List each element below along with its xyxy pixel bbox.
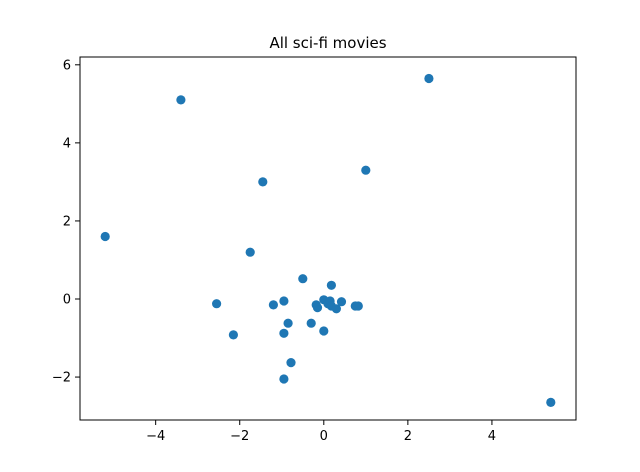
data-point-28: [546, 397, 556, 407]
data-point-25: [336, 297, 347, 307]
x-tick-label: −2: [230, 429, 249, 444]
data-point-5: [245, 247, 255, 257]
y-axis: −2 0 2 4 6: [52, 58, 80, 386]
y-tick-label: 2: [63, 214, 71, 229]
data-point-10: [283, 318, 293, 328]
y-tick-label: 0: [63, 293, 71, 308]
data-point-11: [279, 328, 289, 338]
data-point-3: [258, 177, 268, 187]
data-point-8: [268, 300, 278, 310]
x-tick-label: 2: [404, 429, 412, 444]
data-point-17: [312, 303, 323, 313]
y-tick-label: 6: [63, 58, 71, 73]
data-point-27: [353, 301, 363, 311]
data-point-15: [306, 318, 316, 328]
y-tick-label: −2: [52, 371, 71, 386]
plot-content: [100, 73, 556, 407]
data-point-7: [228, 330, 238, 340]
data-point-9: [279, 296, 289, 306]
x-axis: −4 −2 0 2 4: [146, 420, 496, 444]
data-point-24: [331, 304, 341, 314]
data-point-13: [279, 374, 289, 384]
data-point-0: [100, 231, 110, 242]
axes-frame: [79, 56, 577, 421]
data-point-23: [326, 280, 336, 290]
data-point-6: [212, 299, 222, 309]
x-tick-label: 0: [320, 429, 328, 444]
chart-title: All sci-fi movies: [269, 34, 386, 52]
data-point-1: [176, 95, 186, 105]
y-tick-label: 4: [63, 136, 71, 151]
data-point-12: [286, 358, 296, 368]
data-point-19: [319, 326, 329, 336]
x-tick-label: −4: [146, 429, 165, 444]
data-point-14: [298, 274, 308, 284]
data-point-2: [424, 73, 434, 84]
data-point-4: [361, 165, 371, 175]
x-tick-label: 4: [488, 429, 496, 444]
